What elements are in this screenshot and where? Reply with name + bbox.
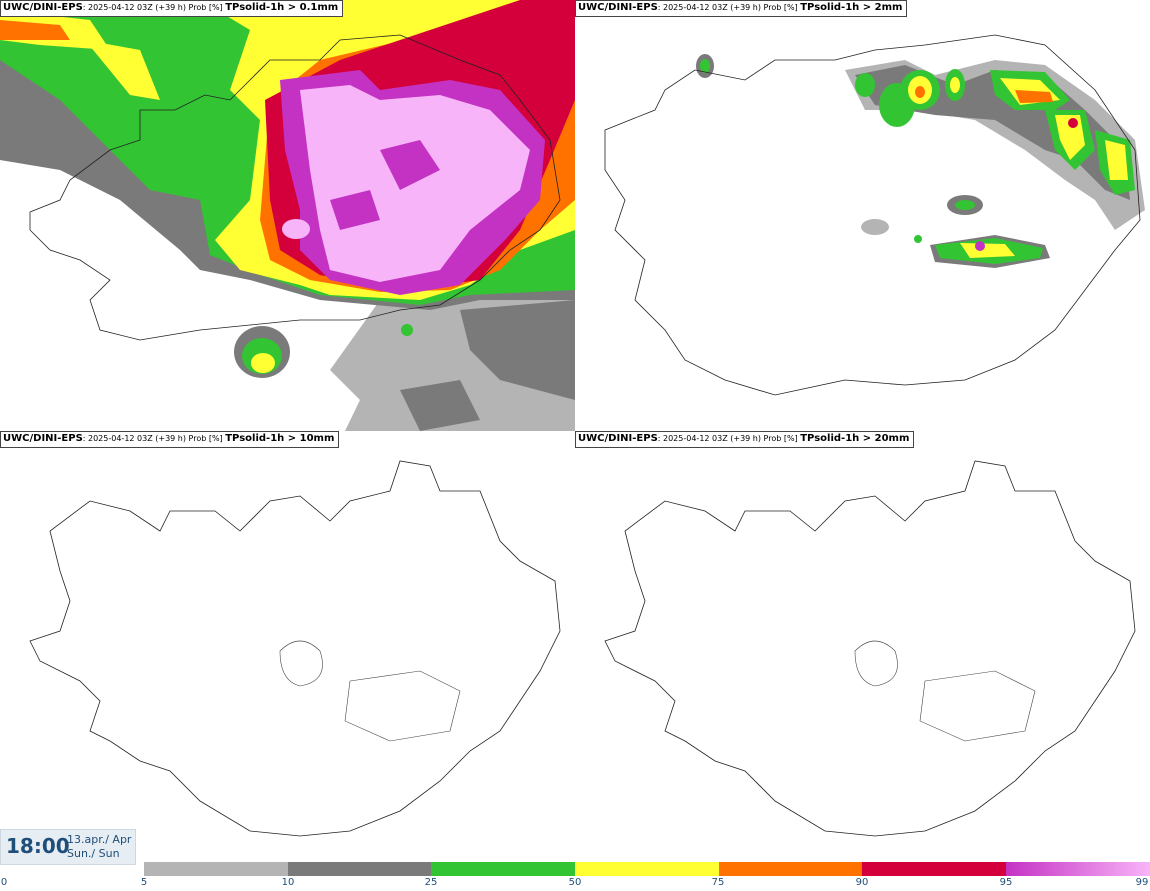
- valid-time-clock: 18:00: [6, 834, 70, 858]
- colorbar-segment-75: [719, 862, 862, 876]
- panel-title: UWC/DINI-EPS: 2025-04-12 03Z (+39 h) Pro…: [575, 431, 915, 448]
- map-panel-20mm: UWC/DINI-EPS: 2025-04-12 03Z (+39 h) Pro…: [575, 431, 1150, 862]
- panel-title: UWC/DINI-EPS: 2025-04-12 03Z (+39 h) Pro…: [575, 0, 908, 17]
- colorbar-tick: 90: [855, 877, 869, 888]
- colorbar-segment-95: [1006, 862, 1150, 876]
- valid-time-date: 13.apr./ Apr Sun./ Sun: [67, 833, 131, 861]
- probability-map-2mm: [575, 0, 1150, 431]
- model-name: UWC/DINI-EPS: [3, 433, 83, 444]
- probability-colorbar: [144, 862, 1150, 876]
- variable-name: TPsolid-1h > 2mm: [800, 2, 903, 13]
- probability-map-20mm: [575, 431, 1150, 862]
- iceland-coastline: [604, 34, 1141, 396]
- colorbar-segment-50: [575, 862, 719, 876]
- colorbar-tick: 50: [568, 877, 582, 888]
- model-name: UWC/DINI-EPS: [3, 2, 83, 13]
- map-panel-2mm: UWC/DINI-EPS: 2025-04-12 03Z (+39 h) Pro…: [575, 0, 1150, 431]
- colorbar-tick: 5: [140, 877, 148, 888]
- colorbar-segment-90: [862, 862, 1006, 876]
- run-info: : 2025-04-12 03Z (+39 h) Prob [%]: [657, 3, 801, 12]
- variable-name: TPsolid-1h > 20mm: [800, 433, 910, 444]
- colorbar-segment-5: [144, 862, 288, 876]
- day-line: Sun./ Sun: [67, 847, 120, 860]
- iceland-coastline: [29, 34, 561, 341]
- valid-time-box: 18:00 13.apr./ Apr Sun./ Sun: [0, 829, 136, 865]
- iceland-coastline: [29, 460, 561, 837]
- panel-title: UWC/DINI-EPS: 2025-04-12 03Z (+39 h) Pro…: [0, 431, 340, 448]
- variable-name: TPsolid-1h > 10mm: [225, 433, 335, 444]
- iceland-coastline: [604, 460, 1136, 837]
- map-panel-10mm: UWC/DINI-EPS: 2025-04-12 03Z (+39 h) Pro…: [0, 431, 575, 862]
- run-info: : 2025-04-12 03Z (+39 h) Prob [%]: [657, 434, 801, 443]
- colorbar-tick: 0: [0, 877, 8, 888]
- colorbar-tick: 95: [999, 877, 1013, 888]
- colorbar-segment-25: [431, 862, 575, 876]
- probability-map-10mm: [0, 431, 575, 862]
- map-panel-0-1mm: UWC/DINI-EPS: 2025-04-12 03Z (+39 h) Pro…: [0, 0, 575, 431]
- colorbar-tick: 99: [1135, 877, 1149, 888]
- panel-title: UWC/DINI-EPS: 2025-04-12 03Z (+39 h) Pro…: [0, 0, 344, 17]
- probability-map-0-1mm: [0, 0, 575, 431]
- variable-name: TPsolid-1h > 0.1mm: [225, 2, 339, 13]
- run-info: : 2025-04-12 03Z (+39 h) Prob [%]: [82, 3, 226, 12]
- model-name: UWC/DINI-EPS: [578, 2, 658, 13]
- colorbar-tick: 10: [281, 877, 295, 888]
- colorbar-tick: 75: [711, 877, 725, 888]
- colorbar-segment-10: [288, 862, 431, 876]
- colorbar-tick: 25: [424, 877, 438, 888]
- date-line: 13.apr./ Apr: [67, 833, 132, 846]
- run-info: : 2025-04-12 03Z (+39 h) Prob [%]: [82, 434, 226, 443]
- model-name: UWC/DINI-EPS: [578, 433, 658, 444]
